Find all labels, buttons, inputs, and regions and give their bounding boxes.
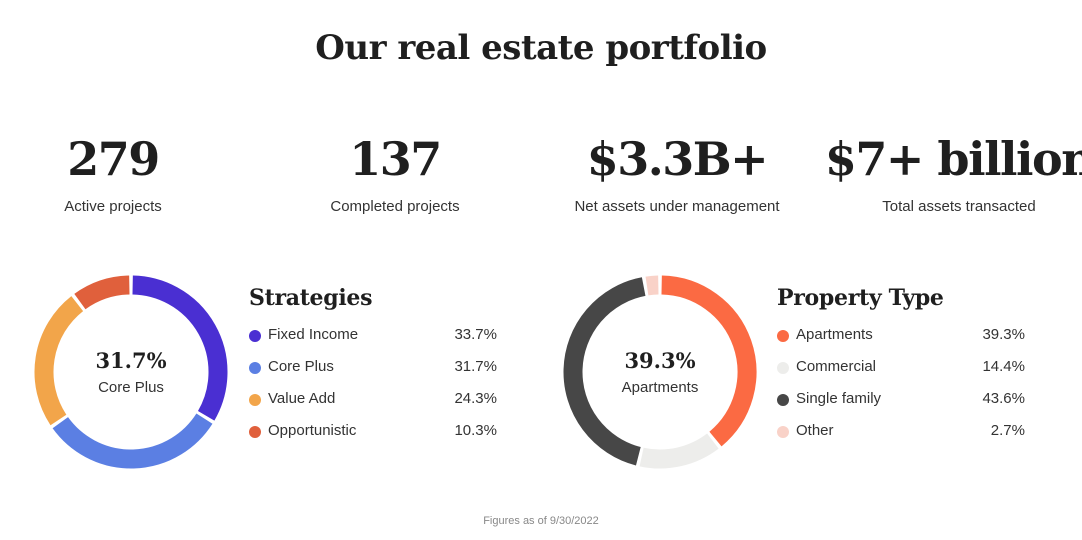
donut-slice-opportunistic (74, 275, 130, 310)
legend-color-dot (249, 330, 261, 342)
legend-value: 24.3% (454, 390, 497, 407)
stat-label: Active projects (64, 198, 162, 215)
legend-label: Single family (796, 390, 882, 407)
donut-slice-single-family (563, 277, 646, 466)
donut-slice-commercial (639, 433, 719, 469)
legend-row-single-family: Single family 43.6% (777, 389, 1025, 421)
stat-value: $7+ billion (824, 132, 1082, 186)
legend-row-commercial: Commercial 14.4% (777, 357, 1025, 389)
stat-label: Completed projects (330, 198, 460, 215)
strategies-center-value: 31.7% (95, 348, 167, 373)
strategies-legend: Strategies Fixed Income 33.7% Core Plus … (249, 285, 497, 453)
property-type-donut-chart: 39.3% Apartments (560, 272, 760, 472)
strategies-center-label: Core Plus (98, 379, 164, 396)
legend-value: 33.7% (454, 326, 497, 343)
legend-label: Opportunistic (268, 422, 357, 439)
stat-active-projects: 279 Active projects (0, 130, 263, 215)
stat-value: 137 (349, 132, 442, 186)
legend-value: 10.3% (454, 422, 497, 439)
donut-slice-other (645, 275, 659, 296)
legend-label: Commercial (796, 358, 877, 375)
property-type-donut-svg (563, 275, 757, 469)
legend-value: 2.7% (990, 422, 1025, 439)
legend-value: 43.6% (982, 390, 1025, 407)
legend-color-dot (249, 362, 261, 374)
legend-row-opportunistic: Opportunistic 10.3% (249, 421, 497, 453)
legend-color-dot (777, 426, 789, 438)
legend-color-dot (249, 426, 261, 438)
legend-color-dot (777, 362, 789, 374)
legend-label: Other (796, 422, 834, 439)
legend-value: 39.3% (982, 326, 1025, 343)
legend-label: Core Plus (268, 358, 334, 375)
page-title: Our real estate portfolio (315, 28, 767, 68)
property-type-donut-center: 39.3% Apartments (560, 272, 760, 472)
stat-value: 279 (67, 132, 160, 186)
legend-label: Apartments (796, 326, 873, 343)
legend-row-core-plus: Core Plus 31.7% (249, 357, 497, 389)
legend-value: 14.4% (982, 358, 1025, 375)
donut-slice-fixed-income (132, 275, 228, 421)
strategies-title: Strategies (249, 285, 373, 311)
property-type-center-value: 39.3% (624, 348, 696, 373)
stat-completed-projects: 137 Completed projects (245, 130, 545, 215)
legend-row-fixed-income: Fixed Income 33.7% (249, 325, 497, 357)
legend-row-apartments: Apartments 39.3% (777, 325, 1025, 357)
legend-row-value-add: Value Add 24.3% (249, 389, 497, 421)
donut-slice-core-plus (52, 413, 213, 469)
donut-slice-value-add (34, 296, 84, 426)
property-type-center-label: Apartments (621, 379, 699, 396)
donut-slice-apartments (661, 275, 757, 447)
stat-label: Net assets under management (574, 198, 780, 215)
strategies-donut-svg (34, 275, 228, 469)
legend-color-dot (777, 394, 789, 406)
stat-net-assets: $3.3B+ Net assets under management (527, 130, 827, 215)
strategies-donut-center: 31.7% Core Plus (31, 272, 231, 472)
legend-label: Value Add (268, 390, 336, 407)
stat-label: Total assets transacted (882, 198, 1036, 215)
stat-total-assets: $7+ billion Total assets transacted (809, 130, 1082, 215)
legend-value: 31.7% (454, 358, 497, 375)
legend-label: Fixed Income (268, 326, 359, 343)
property-type-legend: Property Type Apartments 39.3% Commercia… (777, 285, 1025, 453)
stat-value: $3.3B+ (586, 132, 769, 186)
figures-date-footnote: Figures as of 9/30/2022 (483, 515, 599, 527)
strategies-donut-chart: 31.7% Core Plus (31, 272, 231, 472)
legend-color-dot (777, 330, 789, 342)
legend-color-dot (249, 394, 261, 406)
legend-row-other: Other 2.7% (777, 421, 1025, 453)
property-type-title: Property Type (777, 285, 944, 311)
